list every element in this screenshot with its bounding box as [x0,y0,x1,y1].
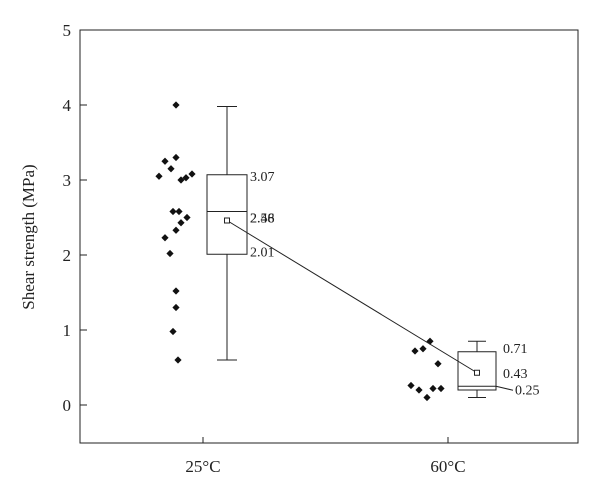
label-leader [495,385,514,391]
y-tick-label: 3 [63,171,72,190]
data-point [172,303,180,312]
y-tick-label: 2 [63,246,72,265]
data-point [183,213,191,222]
data-point [182,174,190,182]
data-point [419,345,427,353]
x-tick-label: 25°C [185,457,220,476]
x-axis: 25°C 60°C [185,437,466,476]
y-axis: 0 1 2 3 4 5 [63,21,87,415]
stat-label-q3: 3.07 [250,170,275,185]
data-point [415,386,423,394]
y-tick-label: 4 [63,96,72,115]
stat-label-mean: 0.43 [503,367,528,382]
data-point [169,207,177,216]
data-point [177,176,185,184]
data-point [423,393,431,402]
data-point [188,170,196,178]
stat-label-median: 2.58 [250,212,275,227]
data-point [172,101,180,109]
data-point [429,384,437,393]
data-point [434,360,442,368]
mean-connector [226,220,478,374]
data-point [167,165,175,173]
data-point [172,287,180,295]
data-point [169,327,177,336]
mean-marker [474,369,480,376]
y-tick-label: 5 [63,21,72,40]
data-point [175,207,183,216]
stat-label-q3: 0.71 [503,342,528,357]
plot-frame [79,29,579,444]
data-point [174,356,182,364]
data-point [407,381,415,390]
data-point [161,157,169,165]
data-point [177,219,185,227]
data-point [437,384,445,393]
plot-marks: 3.07 2.582.46 2.01 0.71 0.430.25 [155,101,540,402]
data-point [172,226,180,234]
y-tick-label: 0 [63,396,72,415]
data-point [155,172,163,180]
stat-label-median: 0.25 [515,383,540,398]
y-axis-label: Shear strength (MPa) [19,164,38,309]
stat-label-q1: 2.01 [250,245,275,260]
y-tick-label: 1 [63,321,72,340]
stat-label-mean: 2.46 [250,212,275,227]
data-point [172,153,180,162]
iqr-box [206,174,248,255]
x-tick-label: 60°C [430,457,465,476]
data-point [161,234,169,242]
data-point [166,249,174,258]
data-point [411,347,419,355]
mean-marker [224,217,230,224]
